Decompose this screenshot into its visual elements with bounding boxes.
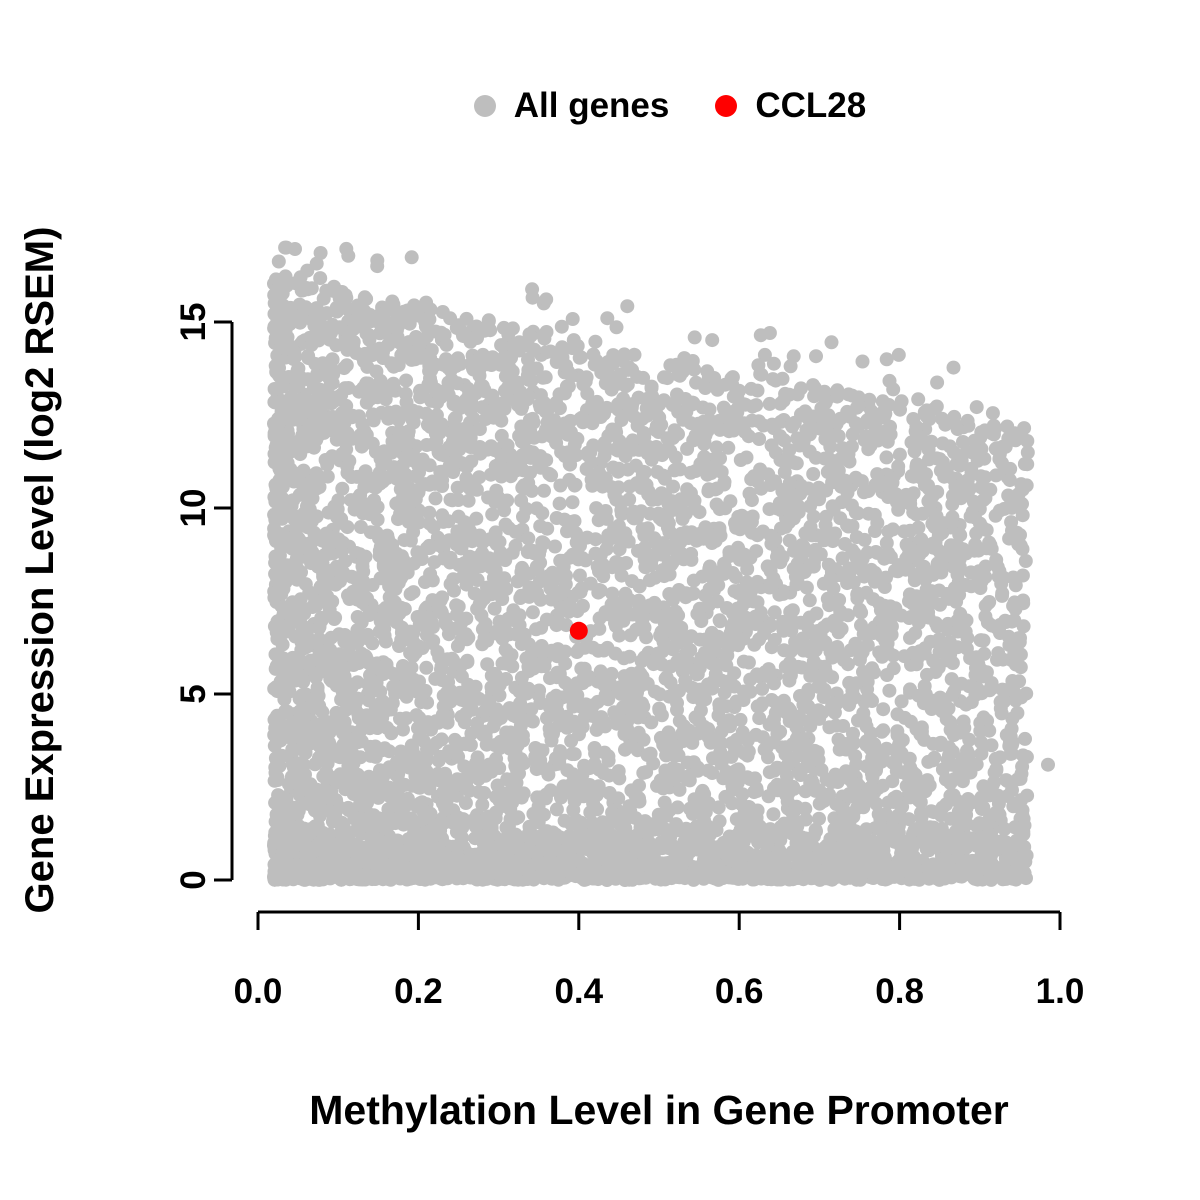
x-tick-label: 0.4 <box>554 972 603 1011</box>
legend-item-ccl28: CCL28 <box>715 86 866 126</box>
x-tick-label: 1.0 <box>1036 972 1085 1011</box>
y-axis-title: Gene Expression Level (log2 RSEM) <box>18 226 62 914</box>
x-axis-title: Methylation Level in Gene Promoter <box>309 1087 1009 1133</box>
legend-label-all-genes: All genes <box>513 86 670 125</box>
y-tick-label: 0 <box>174 870 213 889</box>
x-tick-label: 0.0 <box>234 972 283 1011</box>
legend-item-all-genes: All genes <box>473 86 670 126</box>
y-tick-label: 5 <box>174 684 213 703</box>
legend: All genes CCL28 <box>70 86 1200 126</box>
all-genes-points <box>267 240 1055 887</box>
x-tick-label: 0.8 <box>875 972 924 1011</box>
y-tick-label: 15 <box>174 303 213 342</box>
y-tick-label: 10 <box>174 489 213 528</box>
x-tick-label: 0.2 <box>394 972 443 1011</box>
ccl28-marker-icon <box>715 95 738 117</box>
x-tick-label: 0.6 <box>715 972 764 1011</box>
ccl28-point <box>569 621 588 640</box>
legend-label-ccl28: CCL28 <box>755 86 867 125</box>
all-genes-marker-icon <box>473 95 496 117</box>
